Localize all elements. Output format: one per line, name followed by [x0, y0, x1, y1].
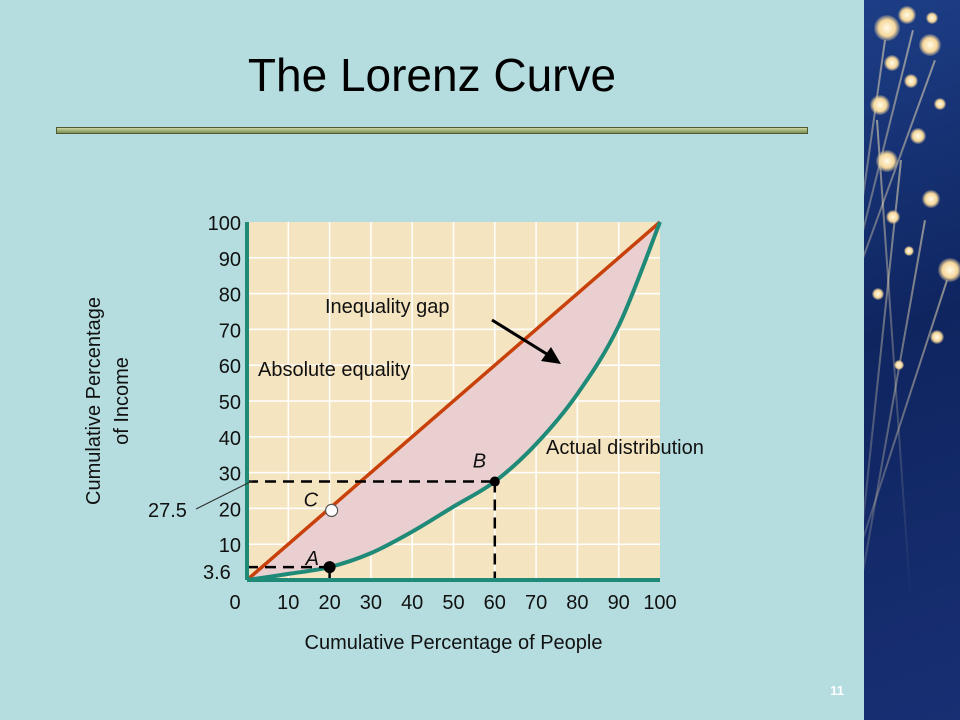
- x-tick-label-0: 0: [229, 592, 240, 614]
- fiber-light-4: [884, 55, 900, 71]
- x-tick-label-90: 90: [608, 592, 630, 614]
- y-tick-label-10: 10: [219, 535, 241, 557]
- fiber-light-14: [872, 288, 884, 300]
- x-axis-label: Cumulative Percentage of People: [305, 632, 603, 654]
- y-tick-label-50: 50: [219, 392, 241, 414]
- tick-labels: 0 10 20 30 40 50 60 70 80 90 100 10 20 30 40 50 60 70 80 90…: [208, 213, 677, 614]
- fiber-light-15: [904, 246, 914, 256]
- fiber-light-1: [874, 15, 900, 41]
- x-tick-label-20: 20: [318, 592, 340, 614]
- y-tick-label-70: 70: [219, 320, 241, 342]
- absolute-equality-label: Absolute equality: [258, 359, 410, 381]
- slide: The Lorenz Curve A B C 0 10 20 30 40 50 60 70 80 90…: [56, 49, 844, 698]
- point-label-b: B: [473, 451, 486, 473]
- lorenz-chart: A B C 0 10 20 30 40 50 60 70 80 90 100 10 20 30 40 50 60 70…: [83, 213, 704, 654]
- x-tick-label-100: 100: [643, 592, 676, 614]
- point-b-marker: [489, 476, 500, 487]
- y-axis-label-line-2: of Income: [111, 357, 133, 445]
- y-tick-label-60: 60: [219, 356, 241, 378]
- x-tick-label-70: 70: [525, 592, 547, 614]
- slide-title: The Lorenz Curve: [247, 49, 617, 101]
- y-tick-label-100: 100: [208, 213, 241, 235]
- y-tick-label-90: 90: [219, 249, 241, 271]
- y-tick-label-80: 80: [219, 285, 241, 307]
- y-tick-label-40: 40: [219, 428, 241, 450]
- fiber-light-16: [930, 330, 944, 344]
- point-c-marker: [325, 503, 339, 517]
- point-label-a: A: [305, 548, 319, 570]
- axes: [245, 222, 660, 582]
- inequality-gap-arrow: [491, 318, 551, 358]
- fiber-light-2: [898, 6, 916, 24]
- y-tick-label-30: 30: [219, 464, 241, 486]
- labeled-points: A B C: [304, 451, 500, 574]
- point-label-c: C: [304, 489, 319, 511]
- y-tick-label-20: 20: [219, 499, 241, 521]
- fiber-strand-4: [876, 119, 912, 599]
- fiber-light-7: [926, 12, 938, 24]
- actual-distribution-label: Actual distribution: [546, 437, 704, 459]
- inequality-gap-arrowhead: [541, 347, 561, 364]
- fiber-light-9: [910, 128, 926, 144]
- fiber-optic-decoration-panel: [864, 0, 960, 720]
- x-tick-label-40: 40: [401, 592, 423, 614]
- actual-distribution-curve: [246, 221, 662, 582]
- ref-label-3-6: 3.6: [203, 562, 231, 584]
- ref-label-leader-line: [195, 480, 253, 510]
- page-number: 11: [830, 683, 844, 698]
- inequality-gap-label: Inequality gap: [325, 296, 450, 318]
- absolute-equality-line: [245, 220, 662, 582]
- fiber-light-3: [919, 34, 941, 56]
- ref-label-27-5: 27.5: [148, 500, 187, 522]
- x-tick-label-50: 50: [442, 592, 464, 614]
- fiber-light-10: [934, 98, 946, 110]
- fiber-light-13: [938, 258, 960, 282]
- fiber-light-6: [904, 74, 918, 88]
- x-tick-label-30: 30: [360, 592, 382, 614]
- fiber-light-12: [922, 190, 940, 208]
- point-a-marker: [323, 561, 336, 574]
- title-divider: [56, 127, 808, 134]
- x-tick-label-80: 80: [566, 592, 588, 614]
- y-axis-label-line-1: Cumulative Percentage: [83, 297, 105, 505]
- x-tick-label-60: 60: [484, 592, 506, 614]
- x-tick-label-10: 10: [277, 592, 299, 614]
